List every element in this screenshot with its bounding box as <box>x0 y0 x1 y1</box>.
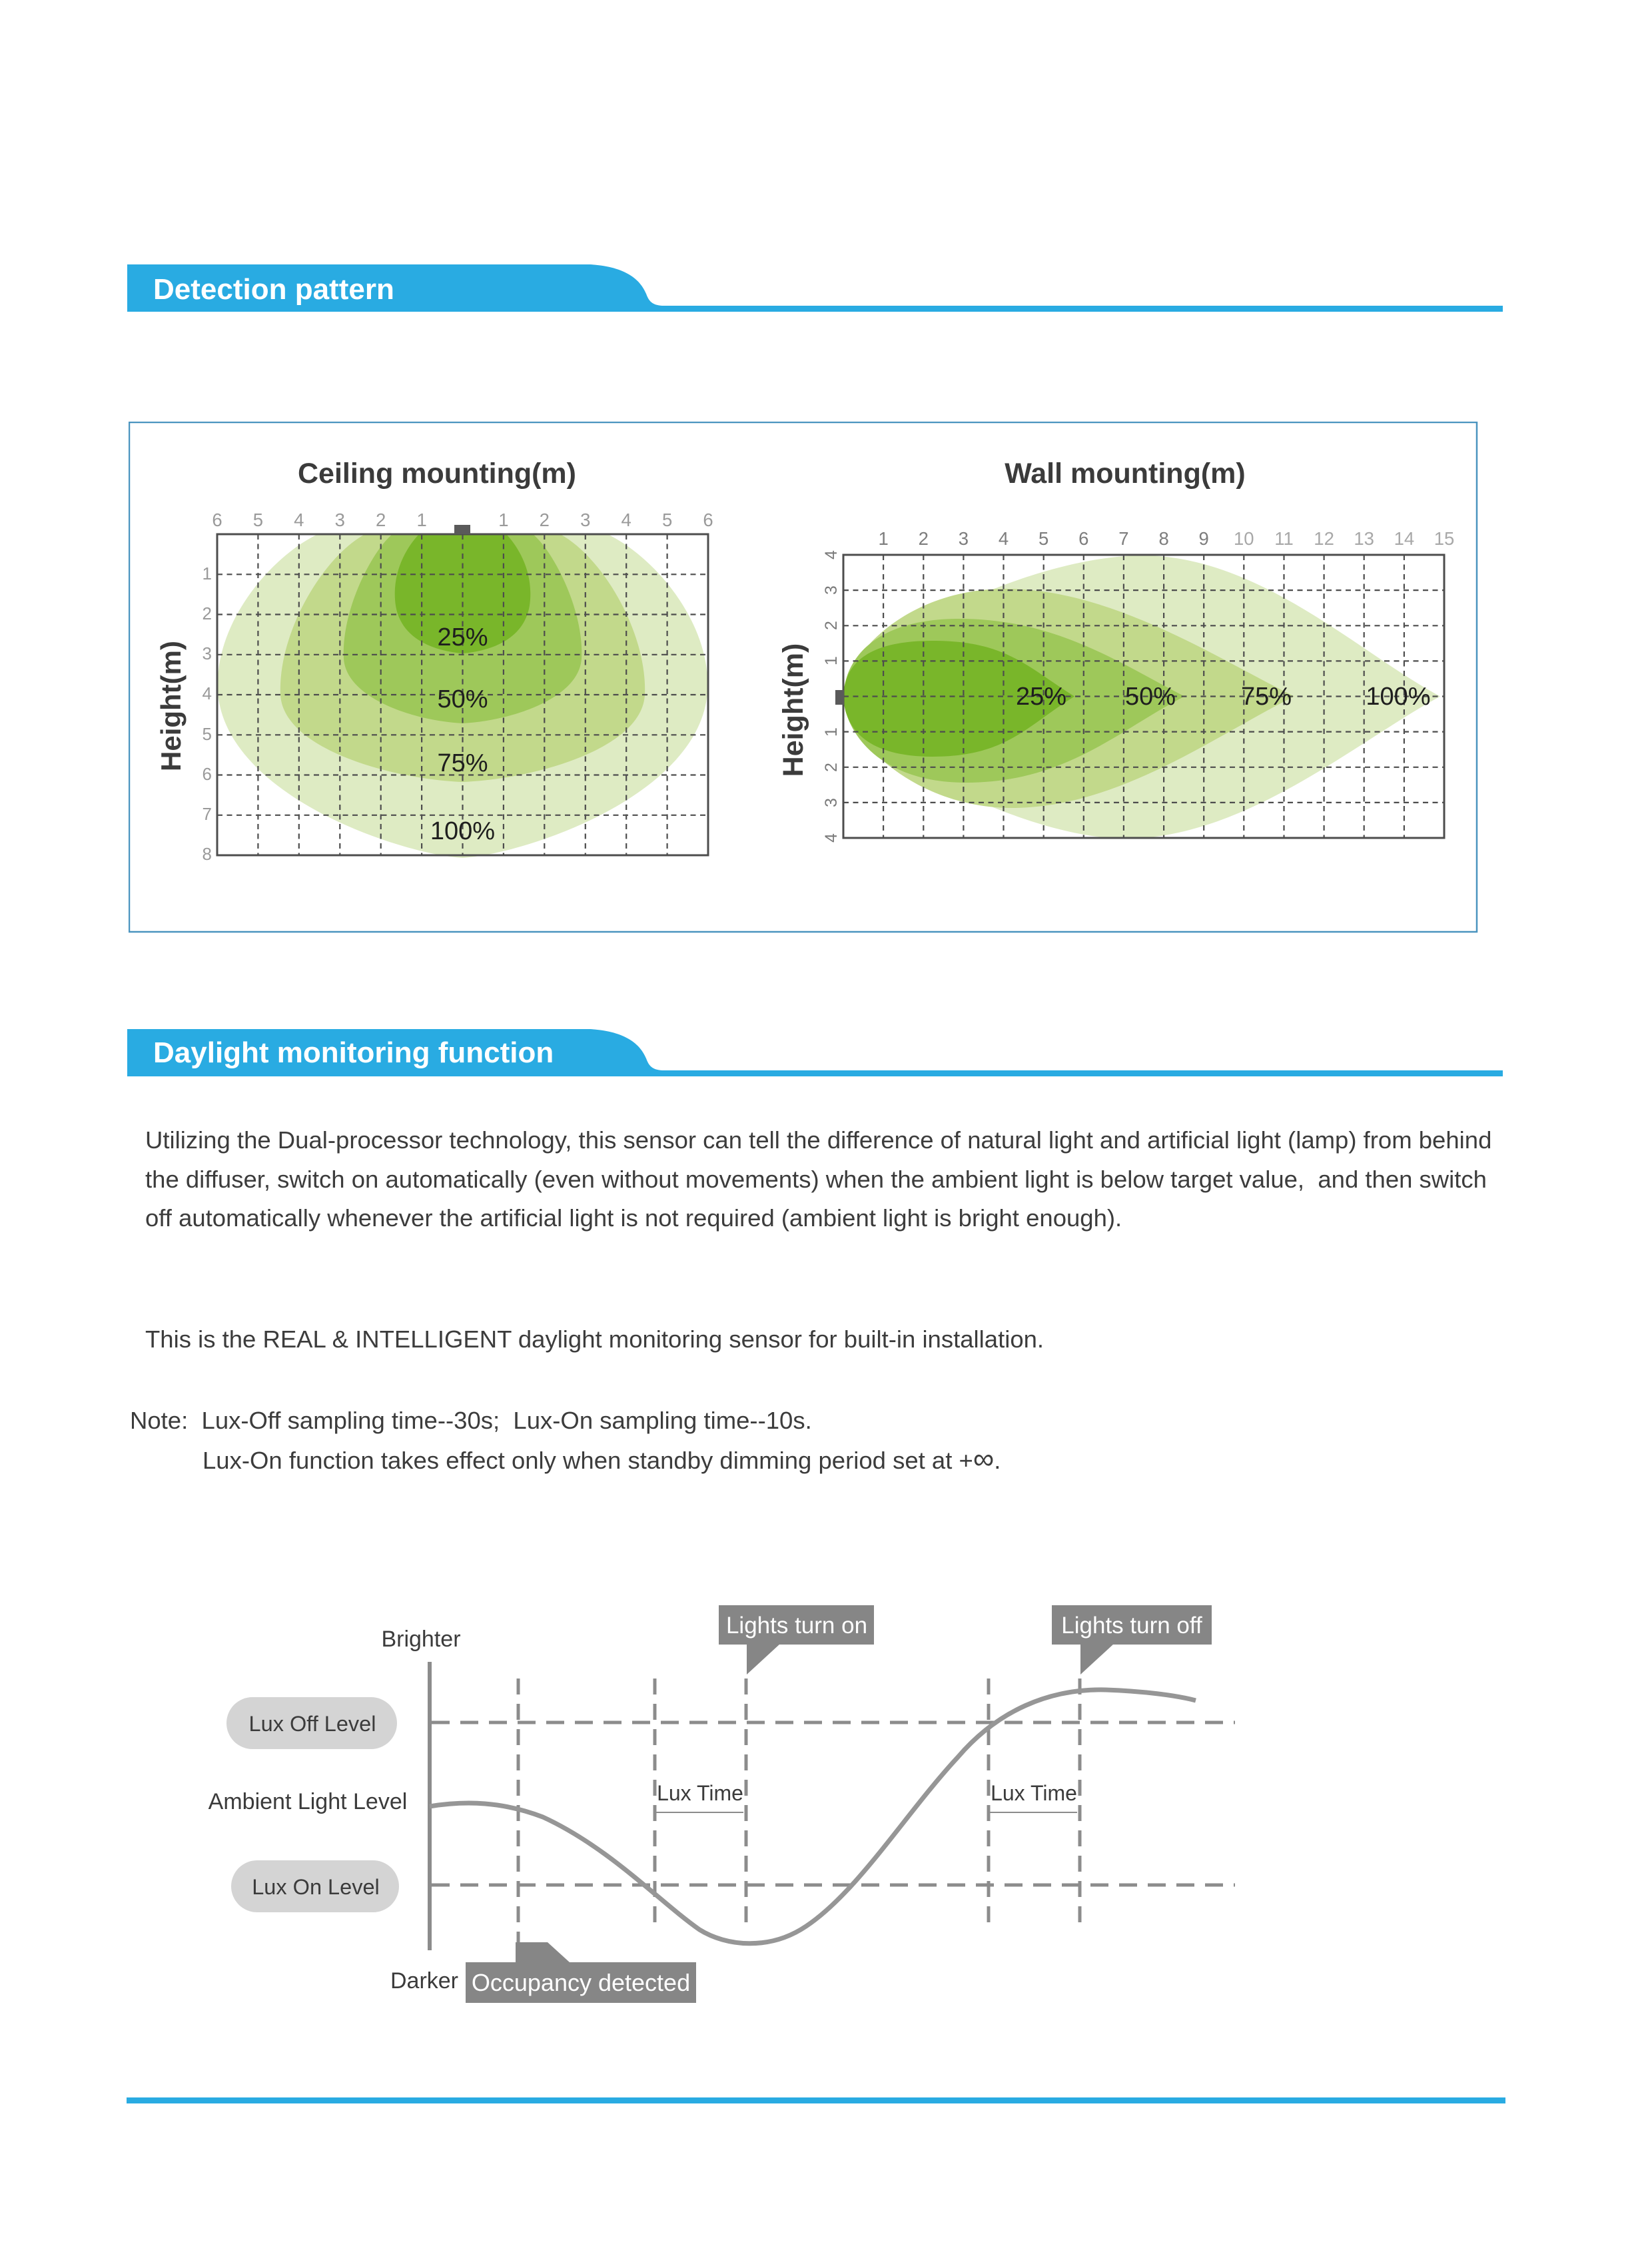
svg-text:3: 3 <box>203 643 212 663</box>
svg-text:25%: 25% <box>437 623 488 651</box>
svg-text:Height(m): Height(m) <box>155 641 187 771</box>
svg-text:1: 1 <box>203 563 212 583</box>
svg-text:3: 3 <box>959 528 969 549</box>
svg-text:5: 5 <box>1038 528 1048 549</box>
svg-text:14: 14 <box>1394 528 1415 549</box>
svg-text:75%: 75% <box>437 749 488 777</box>
svg-text:1: 1 <box>822 727 841 737</box>
svg-text:4: 4 <box>621 510 631 530</box>
svg-text:2: 2 <box>822 621 841 630</box>
svg-text:2: 2 <box>376 510 386 530</box>
svg-text:5: 5 <box>662 510 672 530</box>
svg-text:1: 1 <box>822 656 841 665</box>
svg-text:13: 13 <box>1354 528 1374 549</box>
svg-text:Ambient Light Level: Ambient Light Level <box>208 1789 408 1814</box>
svg-text:Brighter: Brighter <box>381 1627 460 1652</box>
svg-text:Wall mounting(m): Wall mounting(m) <box>1005 458 1245 490</box>
svg-text:Lights turn off: Lights turn off <box>1061 1613 1202 1639</box>
svg-text:Lux Off Level: Lux Off Level <box>249 1712 376 1736</box>
svg-text:3: 3 <box>822 585 841 595</box>
svg-text:8: 8 <box>203 844 212 864</box>
svg-text:15: 15 <box>1434 528 1455 549</box>
svg-text:5: 5 <box>203 724 212 744</box>
svg-text:11: 11 <box>1274 528 1294 549</box>
svg-text:1: 1 <box>416 510 426 530</box>
svg-text:10: 10 <box>1234 528 1254 549</box>
svg-text:Ceiling mounting(m): Ceiling mounting(m) <box>298 458 576 490</box>
svg-text:Height(m): Height(m) <box>777 643 809 777</box>
svg-text:Lights turn on: Lights turn on <box>726 1613 867 1639</box>
svg-text:50%: 50% <box>437 685 488 713</box>
svg-text:100%: 100% <box>1366 683 1430 711</box>
svg-text:100%: 100% <box>430 817 495 845</box>
svg-text:1: 1 <box>878 528 888 549</box>
svg-text:3: 3 <box>335 510 345 530</box>
svg-text:3: 3 <box>580 510 590 530</box>
svg-text:25%: 25% <box>1016 683 1066 711</box>
svg-text:4: 4 <box>822 833 841 843</box>
svg-text:Lux Time: Lux Time <box>657 1781 743 1805</box>
svg-text:6: 6 <box>212 510 222 530</box>
svg-text:1: 1 <box>498 510 508 530</box>
svg-text:75%: 75% <box>1241 683 1292 711</box>
svg-text:2: 2 <box>540 510 550 530</box>
svg-text:9: 9 <box>1199 528 1209 549</box>
svg-text:3: 3 <box>822 798 841 807</box>
svg-text:6: 6 <box>203 764 212 784</box>
svg-text:4: 4 <box>203 683 212 703</box>
svg-text:6: 6 <box>1078 528 1088 549</box>
svg-text:6: 6 <box>703 510 713 530</box>
svg-text:Lux Time: Lux Time <box>991 1781 1077 1805</box>
svg-text:7: 7 <box>1118 528 1128 549</box>
svg-text:12: 12 <box>1314 528 1334 549</box>
svg-text:8: 8 <box>1158 528 1168 549</box>
svg-text:50%: 50% <box>1125 683 1176 711</box>
svg-text:5: 5 <box>253 510 263 530</box>
svg-text:Lux On Level: Lux On Level <box>252 1875 380 1899</box>
svg-text:Darker: Darker <box>390 1968 458 1994</box>
svg-text:2: 2 <box>203 603 212 623</box>
svg-text:2: 2 <box>919 528 929 549</box>
svg-text:7: 7 <box>203 804 212 824</box>
svg-text:4: 4 <box>999 528 1009 549</box>
svg-text:4: 4 <box>294 510 304 530</box>
svg-text:2: 2 <box>822 763 841 772</box>
svg-text:4: 4 <box>822 550 841 560</box>
svg-text:Occupancy detected: Occupancy detected <box>472 1969 690 1996</box>
